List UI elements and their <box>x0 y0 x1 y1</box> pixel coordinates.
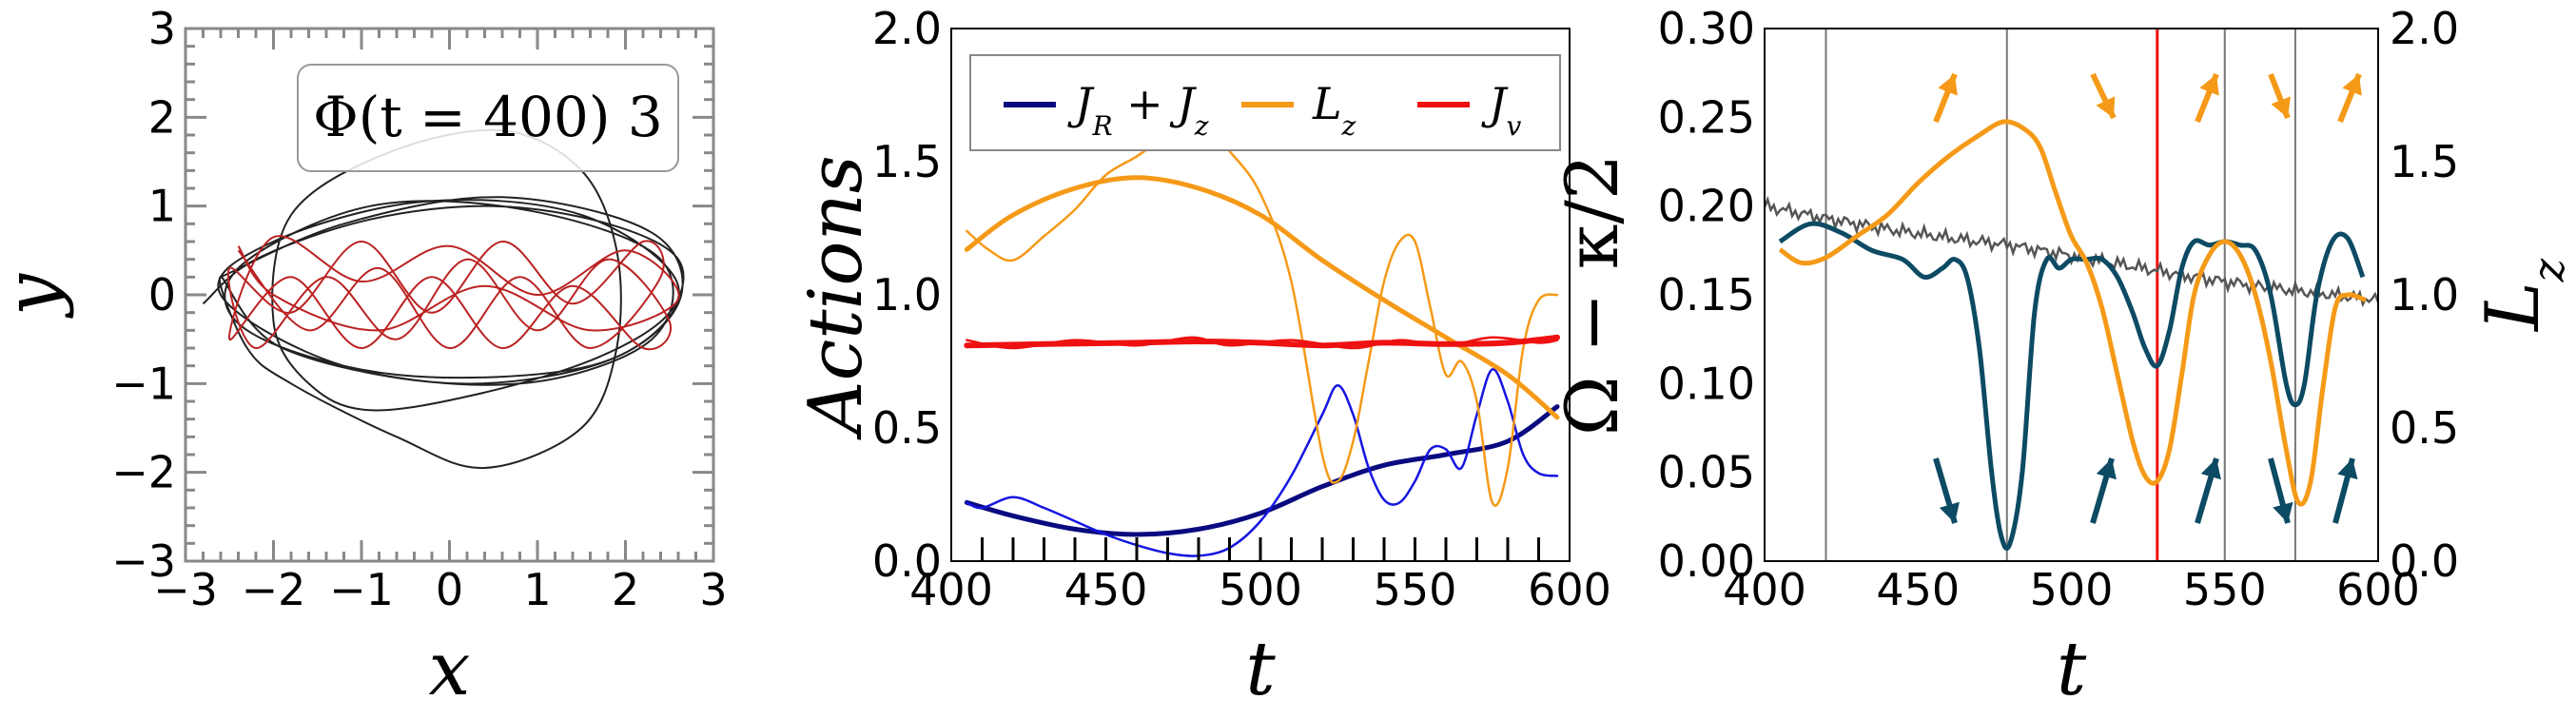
x-tick-label: −1 <box>329 564 394 615</box>
x-tick-label: 3 <box>699 564 727 615</box>
x-axis-label: t <box>1245 627 1276 712</box>
line-jr-jz <box>966 368 1559 557</box>
x-tick-label: 450 <box>1876 564 1960 615</box>
arrow-orange-4 <box>2337 72 2362 124</box>
y-tick-label: 0.10 <box>1658 358 1755 409</box>
y-axis-label: y <box>0 273 75 319</box>
y-tick-label: 1.5 <box>872 136 942 187</box>
legend-label-1: Lz <box>1312 78 1356 142</box>
y-tick-label: 0.00 <box>1658 535 1755 587</box>
arrow-orange-1-head <box>2096 96 2116 118</box>
y-tick-label: 0.0 <box>872 535 942 587</box>
x-tick-label: 600 <box>2336 564 2420 615</box>
x-tick-label: 550 <box>2183 564 2267 615</box>
y-tick-label: 2.0 <box>872 3 942 54</box>
action-lines <box>964 120 1560 557</box>
actions-ticks <box>981 537 1540 561</box>
arrow-blue-2-head <box>2200 458 2221 480</box>
y-tick-label: −1 <box>111 358 176 409</box>
x-tick-label: 400 <box>1723 564 1806 615</box>
line-lz <box>966 120 1559 507</box>
y-tick-label: 1.0 <box>872 269 942 321</box>
x-tick-label: 450 <box>1064 564 1148 615</box>
y-right-tick-label: 0.5 <box>2390 402 2459 454</box>
annotation-text: Φ(t = 400) 3 <box>313 85 663 149</box>
y-tick-label: 0.20 <box>1658 181 1755 232</box>
y-right-tick-label: 1.5 <box>2390 136 2459 187</box>
y-axis-label: Ω − κ/2 <box>1550 154 1634 436</box>
line-omega-kappa <box>1778 221 2366 551</box>
arrow-orange-3-head <box>2271 96 2291 118</box>
y-right-tick-label: 2.0 <box>2390 3 2459 54</box>
frequency-lines <box>1765 29 2378 561</box>
arrow-blue-4-head <box>2337 458 2358 480</box>
line-jr-jz-smooth <box>964 404 1560 537</box>
arrow-blue-0-head <box>1939 501 1960 523</box>
orbit-ticks <box>184 27 715 563</box>
y-tick-label: 0.15 <box>1658 269 1755 321</box>
x-tick-label: −2 <box>242 564 306 615</box>
actions-panel: 400 450 500 550 600 0.0 0.5 1.0 1.5 2.0 t Actions JR… <box>793 3 1611 712</box>
line-lz <box>1778 119 2367 507</box>
x-tick-label: 1 <box>523 564 551 615</box>
x-axis-label: t <box>2057 627 2087 712</box>
arrow-blue-1-head <box>2096 458 2117 480</box>
y-tick-label: −2 <box>111 447 176 498</box>
arrow-orange-3 <box>2268 72 2291 120</box>
y-right-tick-label: 0.0 <box>2390 535 2459 587</box>
x-tick-label: 500 <box>2030 564 2114 615</box>
arrow-orange-1 <box>2090 72 2117 120</box>
arrow-blue-1 <box>2090 457 2117 524</box>
arrow-orange-2-head <box>2199 74 2219 96</box>
x-axis-label: x <box>429 627 471 712</box>
arrow-orange-4-head <box>2342 74 2362 96</box>
x-tick-label: 500 <box>1219 564 1302 615</box>
orbit-line-red <box>227 235 680 351</box>
y-tick-label: 2 <box>148 91 176 143</box>
arrow-blue-2 <box>2195 457 2221 524</box>
x-tick-label: 400 <box>909 564 993 615</box>
orbit-line-dark <box>202 128 685 470</box>
annotation-frame <box>297 64 679 172</box>
x-tick-label: 600 <box>1528 564 1611 615</box>
arrow-orange-2 <box>2195 72 2219 124</box>
y-right-axis-label: Lz <box>2470 258 2574 333</box>
x-tick-label: 2 <box>612 564 639 615</box>
arrow-blue-0 <box>1933 457 1960 524</box>
y-tick-label: 0.5 <box>872 402 942 454</box>
annotation-box: Φ(t = 400) 3 <box>297 64 679 172</box>
line-jv-smooth <box>964 334 1560 349</box>
orbit-panel: −3 −2 −1 0 1 2 3 −3 −2 −1 0 1 2 3 x y Φ(t = 400) 3 <box>0 3 728 712</box>
y-tick-label: 0.30 <box>1658 3 1755 54</box>
line-reference-noisy <box>1765 195 2378 308</box>
y-tick-label: 3 <box>148 3 176 54</box>
y-tick-label: 0.25 <box>1658 91 1755 143</box>
x-tick-label: 550 <box>1374 564 1457 615</box>
line-lz-smooth <box>964 175 1560 420</box>
arrow-blue-4 <box>2332 457 2358 524</box>
frequency-panel: 400 450 500 550 600 0.00 0.05 0.10 0.15 0.20 0.25 0… <box>1550 3 2574 712</box>
orbit-curves <box>202 128 685 470</box>
arrow-orange-0 <box>1933 72 1958 124</box>
y-tick-label: 0 <box>148 269 176 321</box>
y-tick-label: 0.05 <box>1658 447 1755 498</box>
y-right-tick-label: 1.0 <box>2390 269 2459 321</box>
x-tick-label: 0 <box>436 564 463 615</box>
legend: JR + Jz Lz Jv <box>969 54 1561 151</box>
arrow-orange-0-head <box>1938 74 1958 96</box>
line-jv <box>966 336 1559 350</box>
y-tick-label: 1 <box>148 181 176 232</box>
y-axis-label: Actions <box>793 155 879 440</box>
y-tick-label: −3 <box>111 535 176 587</box>
arrow-blue-3-head <box>2273 501 2293 523</box>
frequency-frame <box>1764 28 2379 562</box>
arrow-blue-3 <box>2268 457 2293 524</box>
x-tick-label: −3 <box>153 564 218 615</box>
